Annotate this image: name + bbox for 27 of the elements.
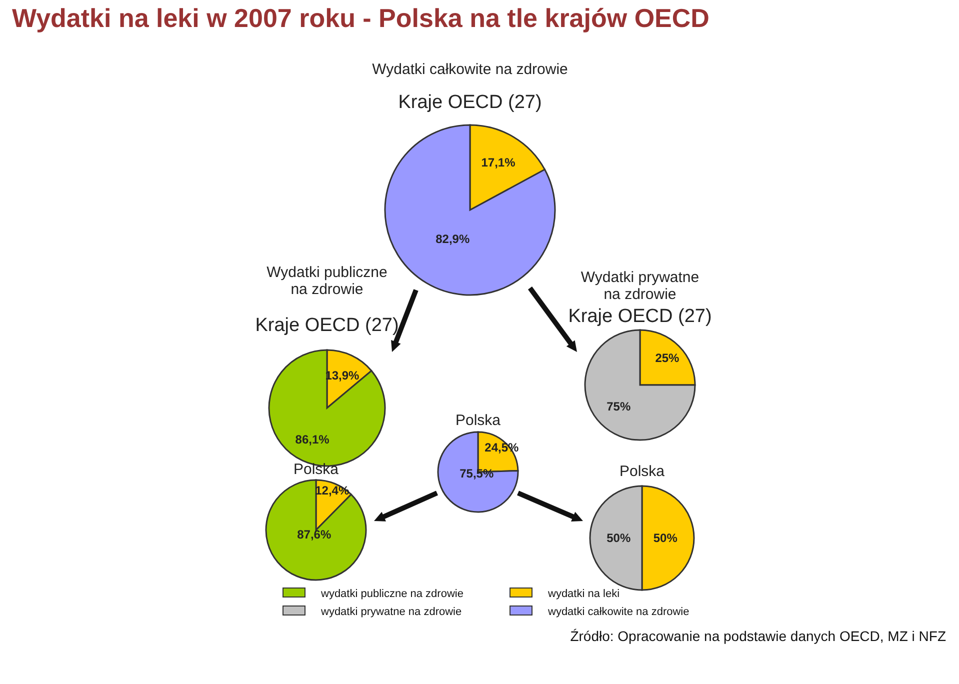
data-label: 87,6% [297,528,332,542]
chart-subtitle: Kraje OECD (27) [255,315,399,336]
pie-slice [265,479,367,581]
chart-title: Wydatki całkowite na zdrowie [372,61,568,78]
chart-title: Polska [619,463,666,480]
chart-subtitle: Kraje OECD (27) [568,306,712,327]
legend-label: wydatki całkowite na zdrowie [547,606,690,618]
data-label: 50% [606,531,631,545]
chart-title: Wydatki prywatne na zdrowie [580,269,700,303]
data-label: 17,1% [481,156,516,170]
chart-title: Polska [455,412,502,429]
chart-title: Wydatki publiczne na zdrowie [266,264,388,298]
pie-slice [437,431,519,513]
data-label: 75,5% [460,466,494,480]
text: Wydatki na leki w 2007 roku - Polska na tle krajów OECD [12,3,710,33]
legend-label: wydatki na leki [547,588,620,600]
data-label: 25% [655,350,680,365]
pie-slice [584,329,696,441]
chart-subtitle: Kraje OECD (27) [398,92,542,113]
data-label: 82,9% [436,232,470,246]
chart-title: Polska [293,461,340,478]
data-label: 86,1% [295,432,330,447]
legend-label: wydatki publiczne na zdrowie [320,588,464,600]
data-label: 50% [653,531,678,545]
data-label: 75% [606,399,631,414]
text: Źródło: Opracowanie na podstawie danych OECD, MZ i NFZ [570,628,946,644]
legend-label: wydatki prywatne na zdrowie [320,606,462,618]
